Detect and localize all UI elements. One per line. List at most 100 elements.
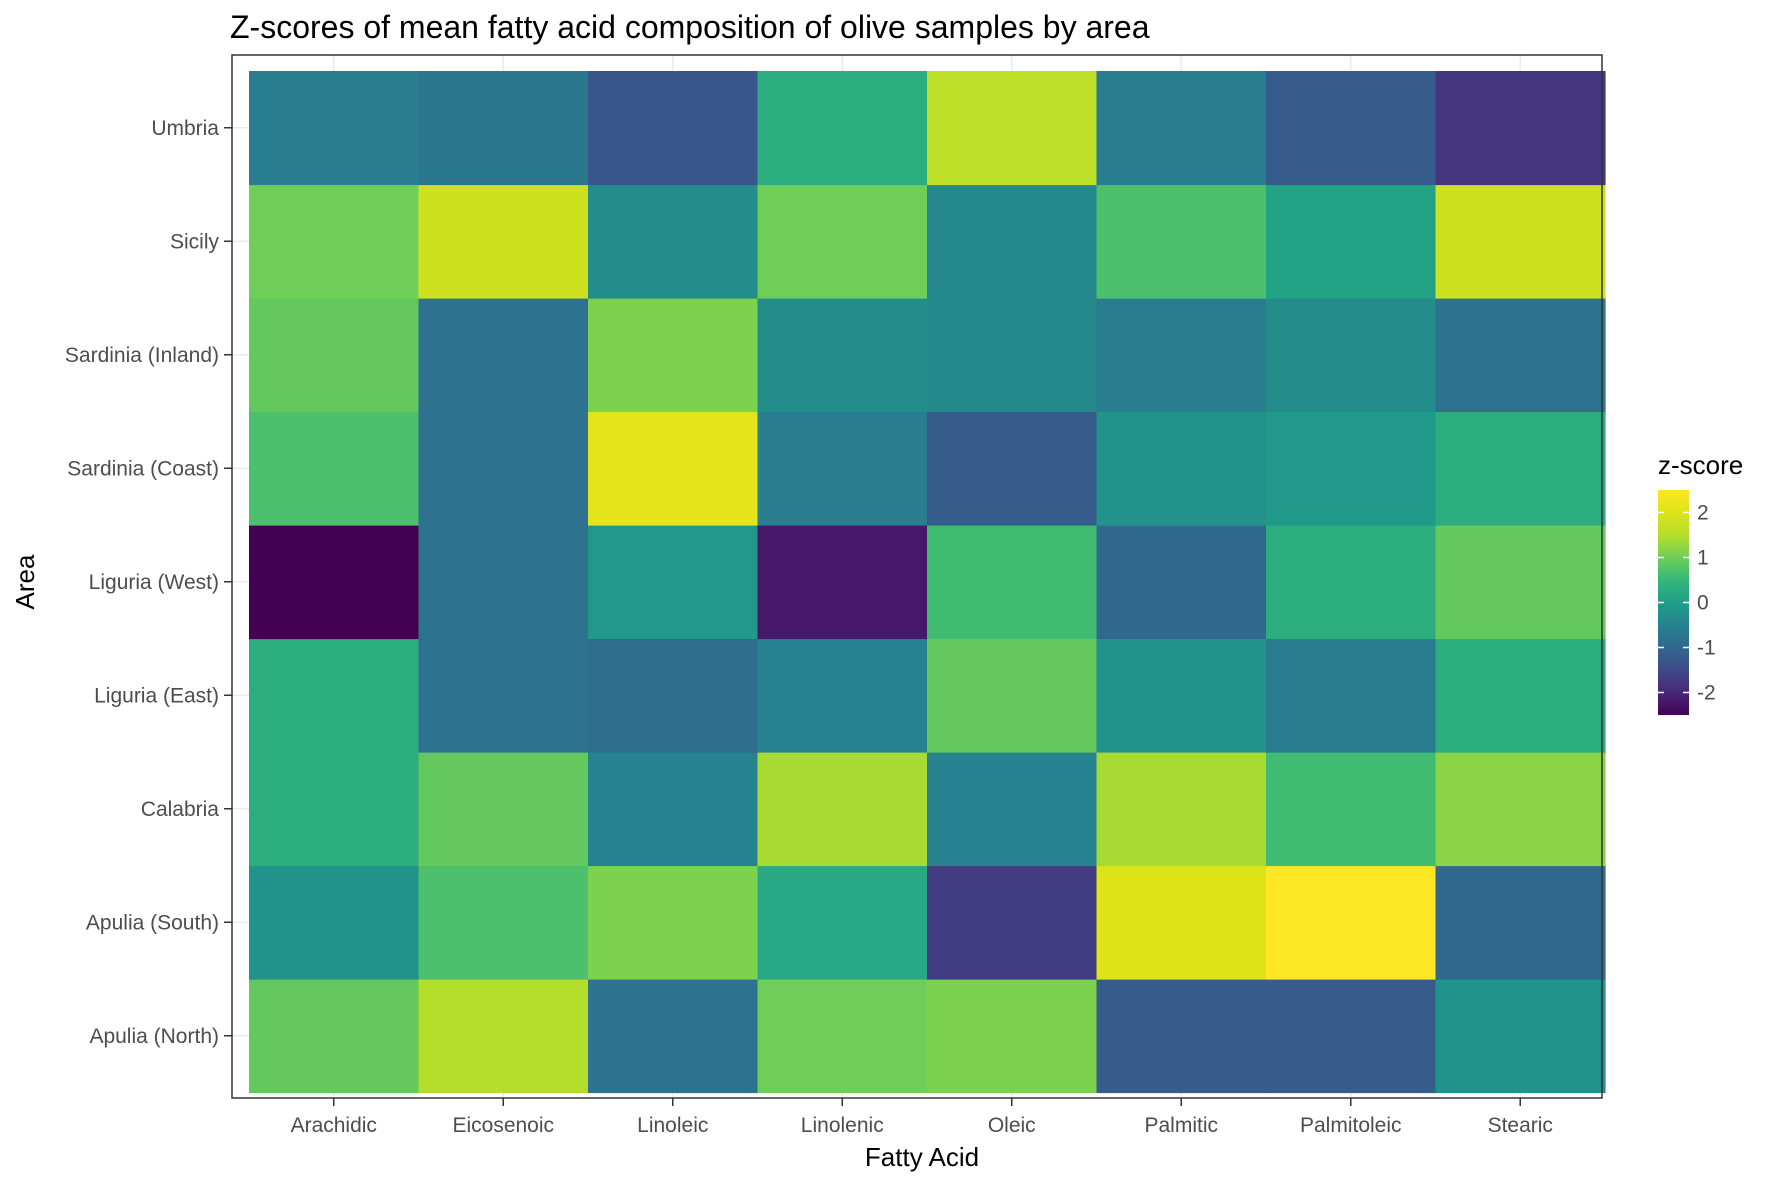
heatmap-cell [418, 298, 589, 413]
heatmap-cell [927, 411, 1098, 526]
heatmap-cell [588, 184, 759, 299]
heatmap-cell [1266, 184, 1437, 299]
heatmap-cell [1435, 298, 1606, 413]
x-tick-label: Linoleic [637, 1114, 708, 1137]
heatmap-cell [1435, 638, 1606, 753]
heatmap-cell [757, 184, 928, 299]
y-tick-label: Sardinia (Inland) [65, 344, 219, 367]
heatmap-cell [249, 184, 420, 299]
heatmap-cell [927, 71, 1098, 186]
heatmap-cell [588, 752, 759, 867]
legend: z-score 2 1 0 -1 -2 [1658, 450, 1743, 715]
heatmap-cell [1096, 71, 1267, 186]
heatmap-cell [757, 71, 928, 186]
y-tick-label: Sicily [170, 230, 220, 253]
heatmap-cell [418, 71, 589, 186]
heatmap-cell [757, 752, 928, 867]
heatmap-cell [1266, 298, 1437, 413]
x-tick-label: Linolenic [801, 1114, 884, 1137]
heatmap-cell [418, 638, 589, 753]
heatmap-cell [588, 525, 759, 640]
heatmap-cell [757, 298, 928, 413]
heatmap-cell [418, 525, 589, 640]
heatmap-cell [1435, 71, 1606, 186]
legend-ticks: 2 1 0 -1 -2 [1658, 502, 1716, 705]
heatmap-cell [1096, 865, 1267, 980]
heatmap-cell [1266, 525, 1437, 640]
heatmap-cell [249, 411, 420, 526]
heatmap-cell [1266, 71, 1437, 186]
heatmap-cell [1266, 638, 1437, 753]
heatmap-cell [249, 298, 420, 413]
x-axis-title: Fatty Acid [865, 1142, 979, 1172]
y-tick-label: Apulia (North) [89, 1025, 219, 1048]
heatmap-cell [1435, 865, 1606, 980]
heatmap-cell [757, 638, 928, 753]
heatmap-cell [588, 979, 759, 1094]
heatmap-cell [1266, 752, 1437, 867]
legend-tick-label: -1 [1697, 637, 1716, 660]
legend-tick-label: 1 [1697, 547, 1709, 570]
y-tick-label: Sardinia (Coast) [67, 457, 219, 480]
x-tick-label: Eicosenoic [452, 1114, 554, 1137]
legend-title: z-score [1658, 450, 1743, 480]
heatmap-cell [1096, 979, 1267, 1094]
panel-border [231, 54, 1603, 1099]
heatmap-cell [757, 979, 928, 1094]
heatmap-cell [927, 525, 1098, 640]
heatmap-cell [418, 865, 589, 980]
heatmap-cell [418, 752, 589, 867]
heatmap-cell [1266, 411, 1437, 526]
heatmap-cell [927, 979, 1098, 1094]
heatmap-cell [249, 525, 420, 640]
heatmap-cell [927, 865, 1098, 980]
heatmap-cell [588, 298, 759, 413]
heatmap-cell [1096, 298, 1267, 413]
y-tick-label: Apulia (South) [86, 911, 219, 934]
heatmap-cell [249, 71, 420, 186]
heatmap-cell [418, 411, 589, 526]
heatmap-cell [249, 638, 420, 753]
heatmap-cell [588, 411, 759, 526]
heatmap-cell [1096, 411, 1267, 526]
legend-tick-label: 2 [1697, 502, 1709, 525]
x-tick-label: Arachidic [291, 1114, 377, 1137]
heatmap-cell [927, 638, 1098, 753]
y-tick-label: Umbria [151, 117, 219, 140]
heatmap-cell [418, 979, 589, 1094]
heatmap-cell [1096, 638, 1267, 753]
heatmap-cell [927, 184, 1098, 299]
heatmap-cell [1266, 979, 1437, 1094]
y-axis-title: Area [10, 554, 40, 609]
legend-tick-label: -2 [1697, 682, 1716, 705]
heatmap-cell [418, 184, 589, 299]
y-axis: Apulia (North) Apulia (South) Calabria Ligu… [65, 117, 232, 1048]
y-tick-label: Liguria (West) [89, 571, 219, 594]
heatmap-cell [249, 865, 420, 980]
heatmap-cell [1435, 184, 1606, 299]
heatmap-cell [1435, 411, 1606, 526]
heatmap-cell [1435, 752, 1606, 867]
heatmap-cell [1096, 752, 1267, 867]
heatmap-cell [757, 865, 928, 980]
x-tick-label: Palmitoleic [1300, 1114, 1402, 1137]
x-tick-label: Stearic [1488, 1114, 1553, 1137]
x-tick-label: Oleic [988, 1114, 1036, 1137]
x-axis: Arachidic Eicosenoic Linoleic Linolenic Olei… [291, 1098, 1553, 1137]
heatmap-cell [588, 865, 759, 980]
heatmap-cell [1096, 184, 1267, 299]
heatmap-cell [757, 525, 928, 640]
heatmap-cell [1435, 525, 1606, 640]
heatmap-cell [249, 752, 420, 867]
heatmap-cell [1096, 525, 1267, 640]
heatmap-cell [588, 638, 759, 753]
heatmap-cell [588, 71, 759, 186]
heatmap-cell [1435, 979, 1606, 1094]
heatmap-cell [927, 298, 1098, 413]
chart-title: Z-scores of mean fatty acid composition … [230, 9, 1150, 45]
x-tick-label: Palmitic [1144, 1114, 1218, 1137]
heatmap-cell [927, 752, 1098, 867]
y-tick-label: Calabria [141, 798, 220, 821]
